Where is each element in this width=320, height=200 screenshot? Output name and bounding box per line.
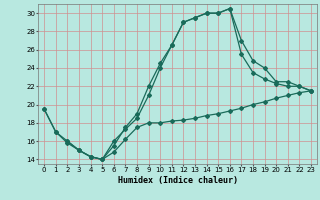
X-axis label: Humidex (Indice chaleur): Humidex (Indice chaleur)	[118, 176, 238, 185]
